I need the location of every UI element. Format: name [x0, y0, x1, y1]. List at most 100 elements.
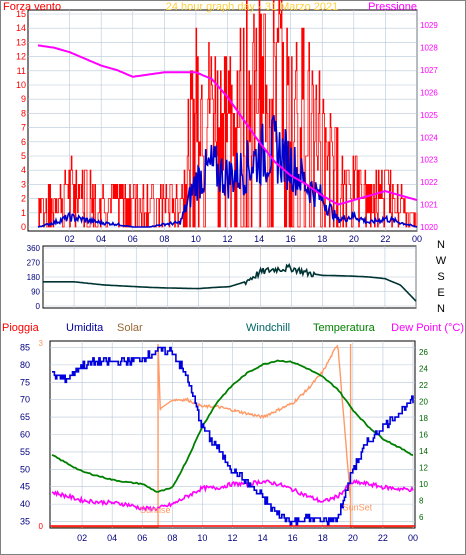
- sunrise-label: Sunrise: [140, 505, 171, 515]
- temperature-tick: 16: [419, 431, 428, 440]
- temperature-tick: 12: [419, 463, 428, 472]
- wind-time-tick: 16: [286, 234, 296, 244]
- wind-tick: 15: [16, 9, 26, 19]
- compass-label: W: [436, 255, 447, 267]
- temperature-line: [51, 359, 414, 493]
- pressure-label: Pressione: [368, 1, 417, 13]
- wind-tick: 5: [21, 151, 26, 161]
- direction-tick: 360: [27, 244, 41, 253]
- temperature-tick: 24: [419, 365, 428, 374]
- weather-legend: Pioggia Umidita Solar Windchill Temperat…: [2, 322, 464, 334]
- weather-time-tick: 06: [137, 533, 147, 543]
- wind-tick: 12: [16, 52, 26, 62]
- direction-series: [43, 262, 417, 302]
- weather-time-tick: 16: [288, 533, 298, 543]
- wind-time-tick: 06: [128, 234, 138, 244]
- pressure-tick: 1020: [420, 223, 438, 232]
- weather-time-tick: 10: [197, 533, 207, 543]
- pressure-tick: 1023: [420, 156, 438, 165]
- wind-tick: 3: [21, 179, 26, 189]
- dewpoint-line: [51, 478, 414, 512]
- temperature-tick: 8: [419, 496, 424, 505]
- wind-tick: 4: [21, 165, 26, 175]
- weather-time-tick: 18: [318, 533, 328, 543]
- compass-label: S: [437, 271, 444, 283]
- humidity-tick: 45: [20, 482, 30, 492]
- wind-average-line: [37, 114, 418, 228]
- weather-time-tick: 20: [348, 533, 358, 543]
- temperature-tick: 6: [419, 513, 424, 522]
- wind-direction-line: [43, 262, 417, 302]
- wind-time-tick: 18: [317, 234, 327, 244]
- wind-speed-label: Forza vento: [3, 1, 61, 13]
- humidity-axis: 35 40 45 50 55 60 65 70 75 80 85: [20, 342, 30, 526]
- wind-series: [37, 0, 418, 228]
- wind-tick: 0: [21, 222, 26, 232]
- wind-time-tick: 14: [254, 234, 264, 244]
- wind-tick: 8: [21, 108, 26, 118]
- weather-time-tick: 02: [77, 533, 87, 543]
- pressure-tick: 1027: [420, 66, 438, 75]
- pressure-tick: 1022: [420, 178, 438, 187]
- pressure-tick: 1028: [420, 44, 438, 53]
- legend-solar: Solar: [117, 322, 143, 334]
- pressure-tick: 1024: [420, 133, 438, 142]
- wind-time-tick: 10: [191, 234, 201, 244]
- humidity-tick: 60: [20, 430, 30, 440]
- legend-windchill: Windchill: [246, 322, 290, 334]
- pressure-line: [37, 44, 418, 206]
- pressure-tick: 1026: [420, 88, 438, 97]
- compass-label: E: [437, 287, 444, 299]
- temperature-tick: 10: [419, 480, 428, 489]
- solar-scale-tick: 0: [39, 522, 44, 531]
- legend-rain: Pioggia: [2, 322, 40, 334]
- wind-time-tick: 22: [380, 234, 390, 244]
- wind-time-tick: 08: [159, 234, 169, 244]
- legend-dewpoint: Dew Point (°C): [391, 322, 464, 334]
- humidity-tick: 70: [20, 395, 30, 405]
- wind-tick: 11: [17, 66, 26, 76]
- legend-humidity: Umidita: [66, 322, 104, 334]
- legend-temperature: Temperatura: [313, 322, 376, 334]
- wind-time-tick: 20: [349, 234, 359, 244]
- weather-time-tick: 08: [167, 533, 177, 543]
- humidity-tick: 40: [20, 499, 30, 509]
- direction-tick: 90: [31, 288, 40, 297]
- weather-time-tick: 14: [258, 533, 268, 543]
- humidity-tick: 50: [20, 464, 30, 474]
- wind-tick: 7: [21, 123, 26, 133]
- humidity-tick: 65: [20, 412, 30, 422]
- wind-tick: 10: [16, 80, 26, 90]
- direction-tick: 0: [36, 302, 41, 311]
- weather-time-tick: 00: [408, 533, 418, 543]
- wind-tick: 6: [21, 137, 26, 147]
- wind-tick: 1: [21, 208, 26, 218]
- wind-time-tick: 00: [412, 234, 422, 244]
- humidity-tick: 35: [20, 517, 30, 527]
- weather-time-tick: 22: [378, 533, 388, 543]
- temperature-tick: 22: [419, 381, 428, 390]
- humidity-tick: 80: [20, 360, 30, 370]
- chart-title: 24 hour graph day - 31 Marzo 2021: [166, 1, 338, 13]
- wind-tick: 13: [16, 37, 26, 47]
- wind-tick: 9: [21, 94, 26, 104]
- temperature-tick: 14: [419, 447, 428, 456]
- wind-time-tick: 04: [96, 234, 106, 244]
- pressure-tick: 1029: [420, 21, 438, 30]
- wind-time-axis: 02 04 06 08 10 12 14 16 18 20 22 00: [65, 234, 422, 244]
- solar-line: [52, 343, 413, 528]
- compass-label: N: [437, 303, 445, 315]
- wind-gust-line: [38, 0, 418, 228]
- wind-tick: 14: [16, 23, 26, 33]
- wind-time-tick: 02: [65, 234, 75, 244]
- humidity-tick: 85: [20, 342, 30, 352]
- pressure-tick: 1025: [420, 111, 438, 120]
- humidity-tick: 75: [20, 377, 30, 387]
- direction-tick: 180: [27, 273, 41, 282]
- temperature-tick: 18: [419, 414, 428, 423]
- weather-time-tick: 12: [227, 533, 237, 543]
